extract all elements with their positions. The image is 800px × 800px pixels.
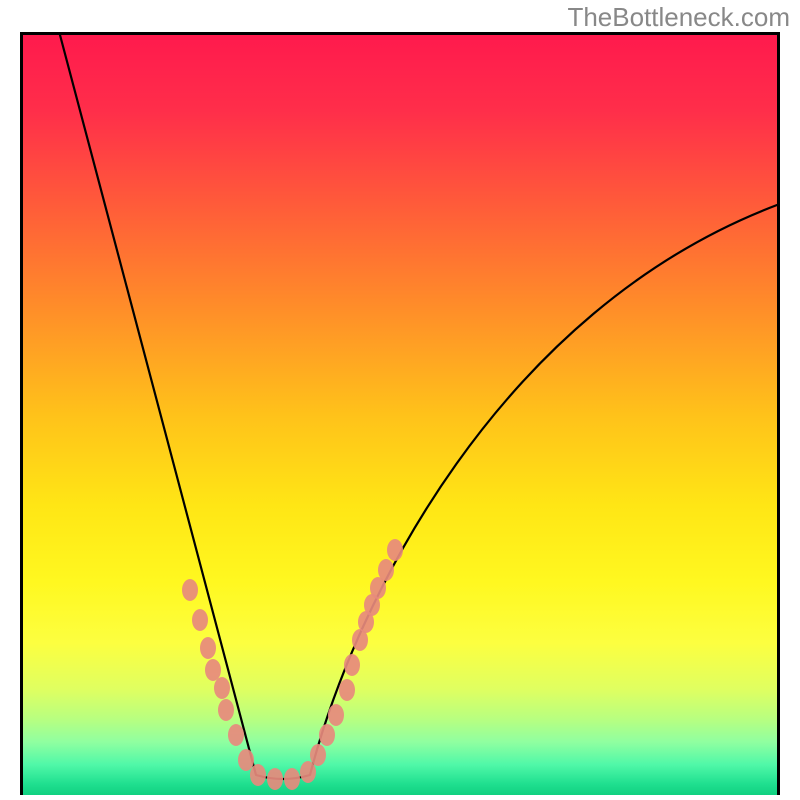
gradient-background	[23, 35, 777, 795]
chart-container: TheBottleneck.com	[0, 0, 800, 800]
watermark-text: TheBottleneck.com	[567, 2, 790, 33]
